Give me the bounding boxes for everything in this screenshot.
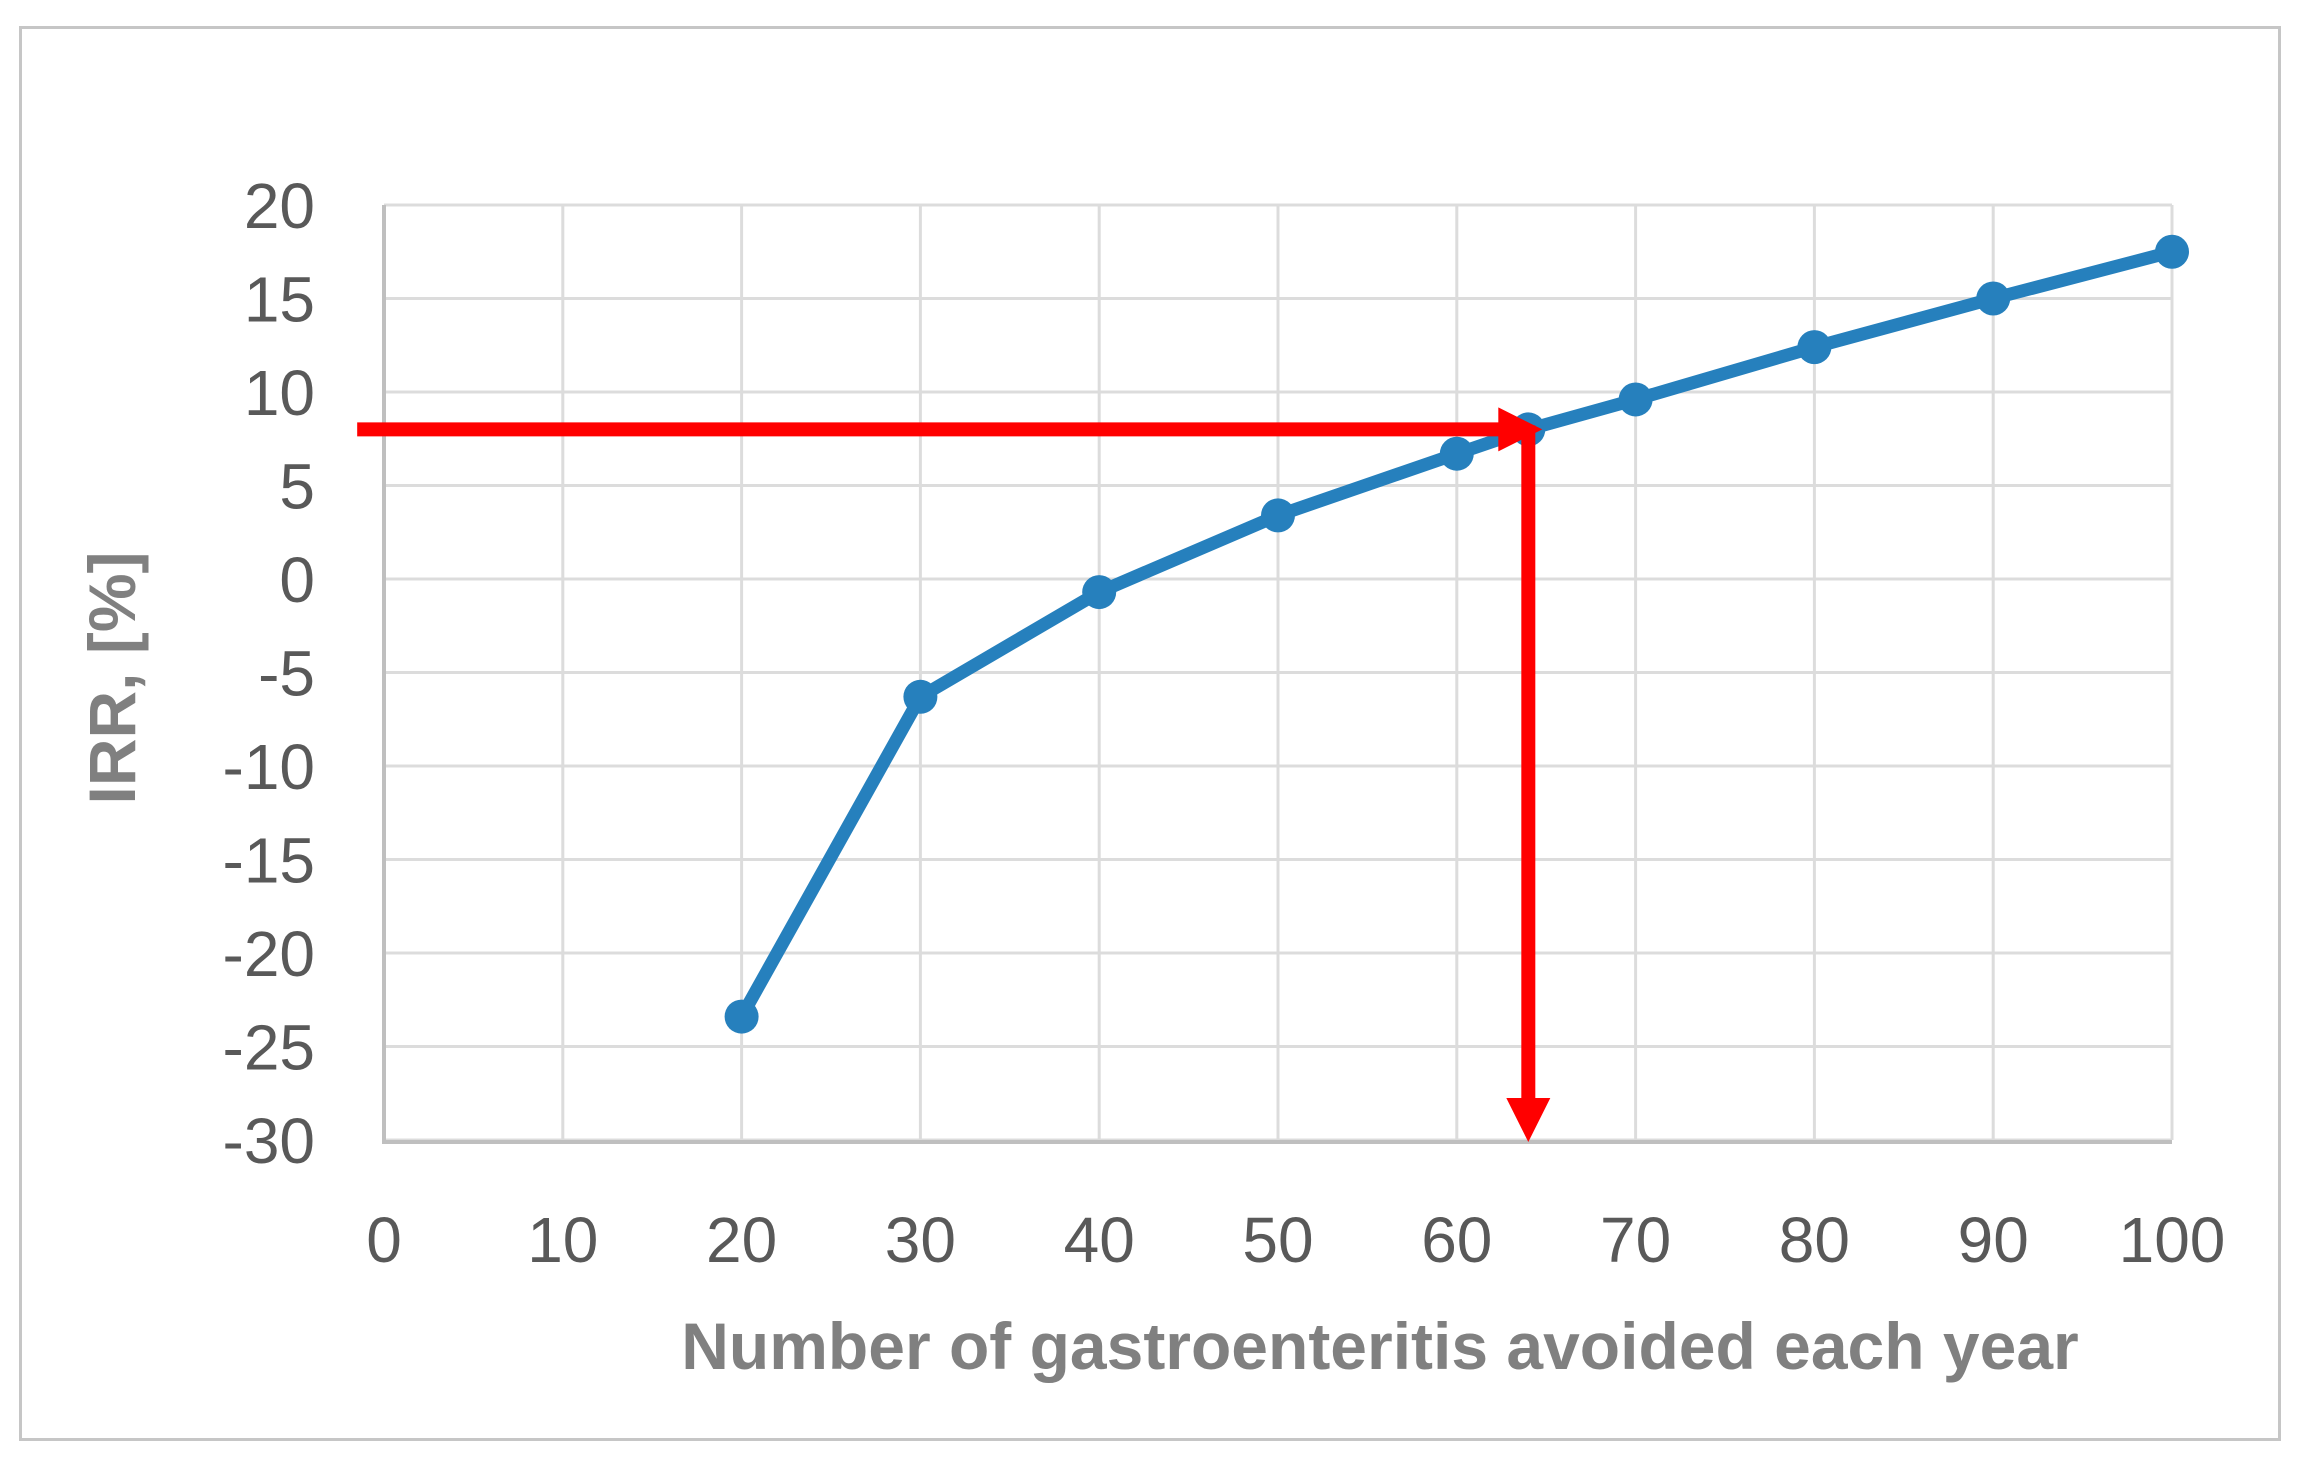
x-tick-label-20: 20 bbox=[706, 1204, 777, 1276]
data-point-x70 bbox=[1618, 382, 1653, 417]
y-tick-label--20: -20 bbox=[223, 918, 316, 990]
x-tick-label-40: 40 bbox=[1064, 1204, 1135, 1276]
vertical-arrowhead-icon bbox=[1506, 1098, 1551, 1142]
figure-border bbox=[19, 26, 2281, 1441]
data-point-x50 bbox=[1261, 498, 1295, 533]
horizontal-arrowhead-icon bbox=[1498, 407, 1543, 452]
x-tick-label-100: 100 bbox=[2119, 1204, 2226, 1276]
y-tick-label-5: 5 bbox=[279, 451, 315, 523]
y-tick-label-20: 20 bbox=[244, 170, 315, 242]
x-axis-title: Number of gastroenteritis avoided each y… bbox=[681, 1309, 2079, 1383]
series-line-irr bbox=[735, 245, 2179, 1024]
y-tick-label--5: -5 bbox=[258, 638, 315, 710]
y-axis-title: IRR, [%] bbox=[75, 551, 149, 805]
y-tick-label--15: -15 bbox=[223, 825, 316, 897]
y-tick-label-10: 10 bbox=[244, 357, 315, 429]
y-tick-label-15: 15 bbox=[244, 264, 315, 336]
x-tick-label-10: 10 bbox=[527, 1204, 598, 1276]
data-point-x90 bbox=[1976, 281, 2011, 316]
data-point-x20 bbox=[724, 999, 759, 1034]
x-tick-label-90: 90 bbox=[1958, 1204, 2029, 1276]
data-point-x60 bbox=[1439, 436, 1474, 471]
y-tick-label--30: -30 bbox=[223, 1105, 316, 1177]
data-point-x100 bbox=[2155, 234, 2189, 269]
x-tick-label-70: 70 bbox=[1600, 1204, 1671, 1276]
y-tick-label-0: 0 bbox=[279, 544, 315, 616]
x-tick-label-80: 80 bbox=[1779, 1204, 1850, 1276]
x-tick-label-60: 60 bbox=[1421, 1204, 1492, 1276]
data-point-x40 bbox=[1082, 575, 1117, 610]
data-point-x80 bbox=[1797, 330, 1832, 365]
y-tick-label--10: -10 bbox=[223, 731, 316, 803]
data-point-x30 bbox=[903, 679, 938, 714]
x-tick-label-30: 30 bbox=[885, 1204, 956, 1276]
x-tick-label-0: 0 bbox=[366, 1204, 402, 1276]
y-tick-label--25: -25 bbox=[223, 1012, 316, 1084]
x-tick-label-50: 50 bbox=[1242, 1204, 1313, 1276]
